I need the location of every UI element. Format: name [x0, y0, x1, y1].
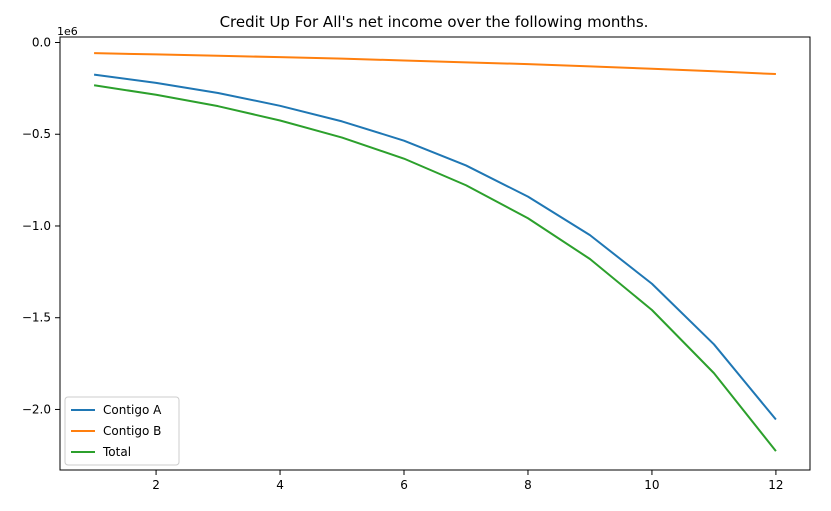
x-tick-label: 12 — [768, 478, 783, 492]
x-tick-label: 6 — [400, 478, 408, 492]
x-tick-label: 8 — [524, 478, 532, 492]
plot-area — [60, 37, 810, 470]
legend-box — [64, 396, 180, 466]
x-tick-label: 4 — [276, 478, 284, 492]
chart-title: Credit Up For All's net income over the … — [220, 13, 649, 31]
legend-label-2: Total — [102, 445, 131, 459]
y-tick-label: −0.5 — [22, 127, 51, 141]
legend-label-1: Contigo B — [103, 424, 161, 438]
x-axis: 2 4 6 8 10 12 — [152, 470, 784, 492]
x-tick-label: 2 — [152, 478, 160, 492]
legend: Contigo A Contigo B Total — [64, 396, 180, 466]
series-line-0 — [93, 73, 777, 421]
series-line-2 — [93, 84, 777, 452]
x-tick-label: 10 — [644, 478, 659, 492]
y-axis: 0.0 −0.5 −1.0 −1.5 −2.0 — [22, 36, 60, 416]
y-tick-label: 0.0 — [32, 36, 51, 50]
plot-frame — [59, 36, 811, 471]
series-line-1 — [94, 52, 776, 76]
legend-label-0: Contigo A — [103, 403, 162, 417]
y-axis-offset-label: 1e6 — [57, 25, 78, 38]
y-tick-label: −1.5 — [22, 311, 51, 325]
series-layer — [93, 52, 777, 452]
y-tick-label: −2.0 — [22, 402, 51, 416]
y-tick-label: −1.0 — [22, 219, 51, 233]
